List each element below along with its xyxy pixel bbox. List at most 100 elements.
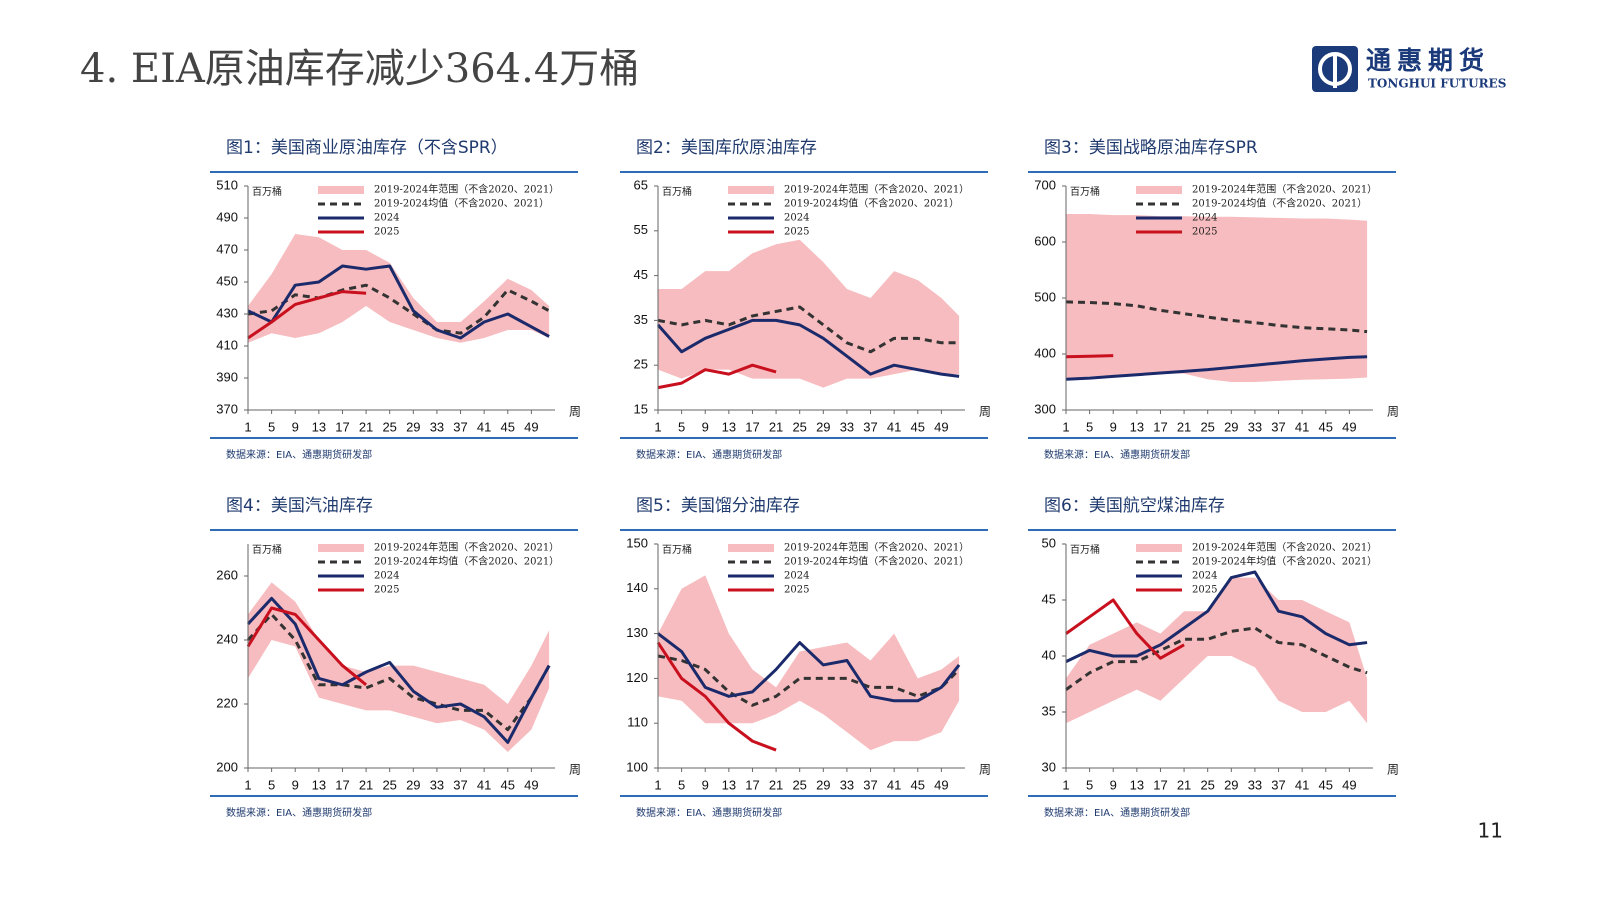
chart-title: 图6：美国航空煤油库存 [1044,496,1225,516]
x-tick-label: 49 [934,777,948,792]
x-tick-label: 1 [654,419,661,434]
x-tick-label: 25 [792,419,806,434]
y-tick-label: 40 [1042,647,1056,662]
x-tick-label: 13 [312,777,326,792]
legend-label: 2024 [784,213,809,224]
x-tick-label: 13 [312,419,326,434]
y-tick-label: 120 [626,670,648,685]
y-tick-label: 220 [216,695,238,710]
y-tick-label: 490 [216,209,238,224]
series-line [656,318,960,378]
x-tick-label: 33 [1248,419,1262,434]
series-line [657,654,961,707]
y-tick-label: 500 [1034,289,1056,304]
legend-label: 2024 [374,213,399,224]
series-line [657,363,777,390]
range-band [248,234,550,343]
series-line [1065,598,1185,660]
x-tick-label: 41 [1295,419,1309,434]
x-tick-label: 1 [654,777,661,792]
y-tick-label: 450 [216,273,238,288]
x-tick-label: 17 [1153,777,1167,792]
x-tick-label: 37 [863,777,877,792]
series-line [1065,300,1368,334]
y-tick-label: 370 [216,401,238,416]
y-tick-label: 65 [634,177,648,192]
x-tick-label: 49 [1342,777,1356,792]
logo-name: 通惠期货 [1366,46,1490,75]
x-tick-label: 25 [1200,419,1214,434]
x-tick-label: 25 [382,777,396,792]
x-tick-label: 49 [524,419,538,434]
legend-label: 2025 [1192,227,1217,238]
chart-title: 图1：美国商业原油库存（不含SPR） [226,138,508,158]
x-tick-label: 45 [501,419,515,434]
x-tick-label: 21 [359,777,373,792]
y-tick-label: 510 [216,177,238,192]
x-tick-label: 21 [359,419,373,434]
x-tick-label: 9 [702,419,709,434]
series-line [247,283,550,335]
x-tick-label: 45 [1319,419,1333,434]
x-tick-label: 5 [1086,777,1093,792]
y-tick-label: 50 [1042,535,1056,550]
x-tick-label: 49 [524,777,538,792]
x-unit: 周 [1387,405,1399,419]
x-tick-label: 45 [501,777,515,792]
legend-label: 2019-2024年均值（不含2020、2021） [1192,555,1377,568]
series-line [1065,626,1368,691]
legend-label: 2019-2024均值（不含2020、2021） [1192,197,1367,210]
chart-title: 图5：美国馏分油库存 [636,496,800,516]
source-note: 数据来源：EIA、通惠期货研发部 [636,806,782,819]
series-line [246,612,551,732]
legend-label: 2024 [1192,571,1217,582]
y-unit: 百万桶 [1070,543,1100,556]
legend-label: 2019-2024年范围（不含2020、2021） [374,183,559,196]
x-tick-label: 21 [769,419,783,434]
series-line [656,641,777,752]
legend-label: 2024 [1192,213,1217,224]
y-tick-label: 15 [634,401,648,416]
legend-label: 2019-2024均值（不含2020、2021） [784,197,959,210]
source-note: 数据来源：EIA、通惠期货研发部 [226,806,372,819]
y-tick-label: 600 [1034,233,1056,248]
legend-swatch [318,186,364,194]
legend-label: 2024 [374,571,399,582]
x-tick-label: 13 [722,419,736,434]
x-tick-label: 9 [702,777,709,792]
x-tick-label: 9 [1110,777,1117,792]
x-tick-label: 5 [268,419,275,434]
x-tick-label: 33 [840,777,854,792]
x-tick-label: 37 [453,419,467,434]
x-tick-label: 17 [745,419,759,434]
x-tick-label: 41 [477,777,491,792]
y-tick-label: 300 [1034,401,1056,416]
x-tick-label: 49 [934,419,948,434]
series-line [1065,354,1114,359]
y-tick-label: 35 [634,312,648,327]
legend-label: 2019-2024年范围（不含2020、2021） [374,541,559,554]
source-note: 数据来源：EIA、通惠期货研发部 [226,448,372,461]
range-band [1066,214,1368,382]
series-line [247,290,367,340]
source-note: 数据来源：EIA、通惠期货研发部 [636,448,782,461]
x-tick-label: 29 [1224,777,1238,792]
series-line [246,596,551,744]
legend-label: 2019-2024均值（不含2020、2021） [374,197,549,210]
legend-swatch [1136,544,1182,552]
x-tick-label: 41 [887,419,901,434]
chart-title: 图2：美国库欣原油库存 [636,138,817,158]
x-tick-label: 41 [477,419,491,434]
y-tick-label: 45 [1042,591,1056,606]
x-tick-label: 29 [1224,419,1238,434]
x-tick-label: 29 [406,419,420,434]
x-tick-label: 13 [1130,419,1144,434]
y-unit: 百万桶 [252,185,282,198]
y-tick-label: 150 [626,535,648,550]
y-unit: 百万桶 [662,543,692,556]
x-tick-label: 25 [792,777,806,792]
legend-label: 2019-2024年均值（不含2020、2021） [784,555,969,568]
y-unit: 百万桶 [662,185,692,198]
